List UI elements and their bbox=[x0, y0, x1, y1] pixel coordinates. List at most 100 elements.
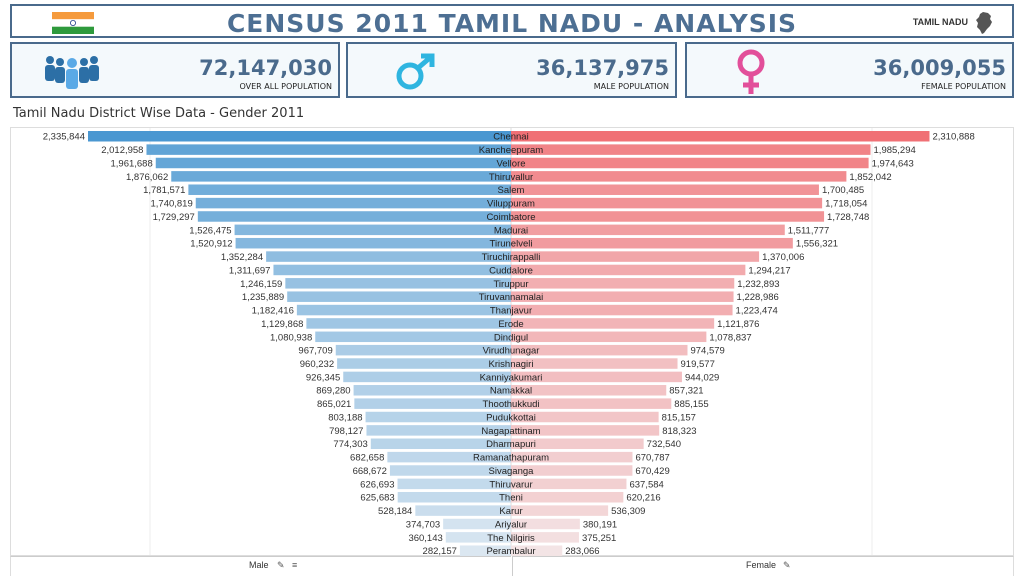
female-bar[interactable] bbox=[511, 385, 667, 396]
female-value-label: 670,429 bbox=[635, 466, 669, 477]
female-bar[interactable] bbox=[511, 532, 579, 543]
male-value-label: 2,335,844 bbox=[43, 132, 85, 143]
female-population-label: FEMALE POPULATION bbox=[921, 82, 1006, 91]
male-bar[interactable] bbox=[354, 398, 511, 409]
male-value-label: 1,729,297 bbox=[153, 212, 195, 223]
female-bar[interactable] bbox=[511, 358, 678, 369]
male-value-label: 1,740,819 bbox=[150, 199, 192, 210]
female-bar[interactable] bbox=[511, 171, 847, 182]
district-label: Tiruchirappalli bbox=[482, 252, 541, 263]
female-value-label: 1,223,474 bbox=[736, 306, 778, 317]
male-value-label: 1,876,062 bbox=[126, 172, 168, 183]
male-bar[interactable] bbox=[296, 304, 511, 316]
female-bar[interactable] bbox=[511, 157, 869, 169]
female-bar[interactable] bbox=[511, 211, 825, 222]
india-flag-icon bbox=[52, 12, 94, 34]
male-value-label: 528,184 bbox=[378, 506, 412, 517]
female-bar[interactable] bbox=[511, 398, 672, 409]
female-bar[interactable] bbox=[511, 237, 793, 249]
district-label: Kanniyakumari bbox=[480, 372, 543, 383]
female-bar[interactable] bbox=[511, 318, 715, 329]
male-bar[interactable] bbox=[370, 438, 511, 450]
female-bar[interactable] bbox=[511, 251, 760, 262]
male-value-label: 1,352,284 bbox=[221, 252, 263, 263]
district-label: Vellore bbox=[496, 158, 525, 169]
male-bar[interactable] bbox=[397, 491, 511, 503]
female-bar[interactable] bbox=[511, 224, 785, 236]
male-population-value: 36,137,975 bbox=[536, 56, 669, 80]
male-value-label: 2,012,958 bbox=[101, 145, 143, 156]
male-bar[interactable] bbox=[353, 385, 511, 396]
male-bar[interactable] bbox=[366, 425, 511, 436]
male-bar[interactable] bbox=[343, 371, 511, 383]
male-bar[interactable] bbox=[234, 224, 511, 236]
male-bar[interactable] bbox=[315, 331, 511, 343]
female-value-label: 885,155 bbox=[674, 399, 708, 410]
female-bar[interactable] bbox=[511, 304, 733, 316]
district-label: Karur bbox=[499, 506, 522, 517]
female-value-label: 1,556,321 bbox=[796, 239, 838, 250]
female-bar[interactable] bbox=[511, 425, 660, 436]
female-bar[interactable] bbox=[511, 465, 633, 476]
male-bar[interactable] bbox=[171, 171, 511, 182]
female-bar[interactable] bbox=[511, 264, 746, 276]
female-bar[interactable] bbox=[511, 438, 644, 450]
female-bar[interactable] bbox=[511, 478, 627, 490]
female-bar[interactable] bbox=[511, 131, 930, 142]
male-bar[interactable] bbox=[188, 184, 511, 195]
female-bar[interactable] bbox=[511, 291, 734, 302]
male-bar[interactable] bbox=[285, 278, 511, 289]
district-label: Dharmapuri bbox=[486, 439, 536, 450]
female-bar[interactable] bbox=[511, 371, 682, 383]
female-bar[interactable] bbox=[511, 451, 633, 463]
male-bar[interactable] bbox=[287, 291, 511, 302]
male-bar[interactable] bbox=[197, 211, 511, 222]
female-bar[interactable] bbox=[511, 344, 688, 356]
female-bar[interactable] bbox=[511, 331, 707, 343]
male-bar[interactable] bbox=[445, 532, 511, 543]
male-bar[interactable] bbox=[235, 237, 512, 249]
female-bar[interactable] bbox=[511, 144, 871, 155]
male-bar[interactable] bbox=[459, 545, 511, 556]
male-bar[interactable] bbox=[266, 251, 511, 262]
male-bar[interactable] bbox=[335, 344, 511, 356]
female-value-label: 283,066 bbox=[565, 546, 599, 556]
pin-icon[interactable]: ✎ bbox=[277, 560, 285, 570]
male-bar[interactable] bbox=[88, 131, 511, 142]
female-population-value: 36,009,055 bbox=[873, 56, 1006, 80]
female-bar[interactable] bbox=[511, 545, 563, 556]
male-symbol-icon bbox=[396, 53, 435, 90]
district-label: Madurai bbox=[494, 225, 528, 236]
male-bar[interactable] bbox=[365, 411, 511, 423]
district-label: The Nilgiris bbox=[487, 533, 535, 544]
female-bar[interactable] bbox=[511, 505, 609, 516]
female-value-label: 637,584 bbox=[629, 479, 663, 490]
gender-butterfly-chart: 2,335,844 2,310,888 Chennai 2,012,958 1,985,… bbox=[10, 127, 1014, 556]
male-bar[interactable] bbox=[443, 518, 511, 530]
female-bar[interactable] bbox=[511, 278, 735, 289]
male-bar[interactable] bbox=[155, 157, 511, 169]
male-axis-footer: Male ✎ ≡ bbox=[10, 556, 511, 576]
male-bar[interactable] bbox=[397, 478, 511, 490]
kpi-male-population: 36,137,975 MALE POPULATION bbox=[346, 42, 677, 98]
sort-icon[interactable]: ≡ bbox=[292, 560, 298, 570]
male-bar[interactable] bbox=[195, 197, 511, 209]
female-bar[interactable] bbox=[511, 197, 823, 209]
female-bar[interactable] bbox=[511, 411, 659, 423]
female-bar[interactable] bbox=[511, 491, 624, 503]
pin-icon[interactable]: ✎ bbox=[783, 560, 791, 570]
male-value-label: 1,246,159 bbox=[240, 279, 282, 290]
female-value-label: 2,310,888 bbox=[932, 132, 974, 143]
male-value-label: 374,703 bbox=[406, 519, 440, 530]
female-bar[interactable] bbox=[511, 184, 819, 195]
male-bar[interactable] bbox=[273, 264, 511, 276]
district-label: Thoothukkudi bbox=[482, 399, 539, 410]
male-bar[interactable] bbox=[415, 505, 511, 516]
male-bar[interactable] bbox=[306, 318, 511, 329]
male-value-label: 668,672 bbox=[353, 466, 387, 477]
male-bar[interactable] bbox=[389, 465, 511, 476]
female-bar[interactable] bbox=[511, 518, 580, 530]
male-bar[interactable] bbox=[337, 358, 511, 369]
male-bar[interactable] bbox=[387, 451, 511, 463]
male-bar[interactable] bbox=[146, 144, 511, 155]
